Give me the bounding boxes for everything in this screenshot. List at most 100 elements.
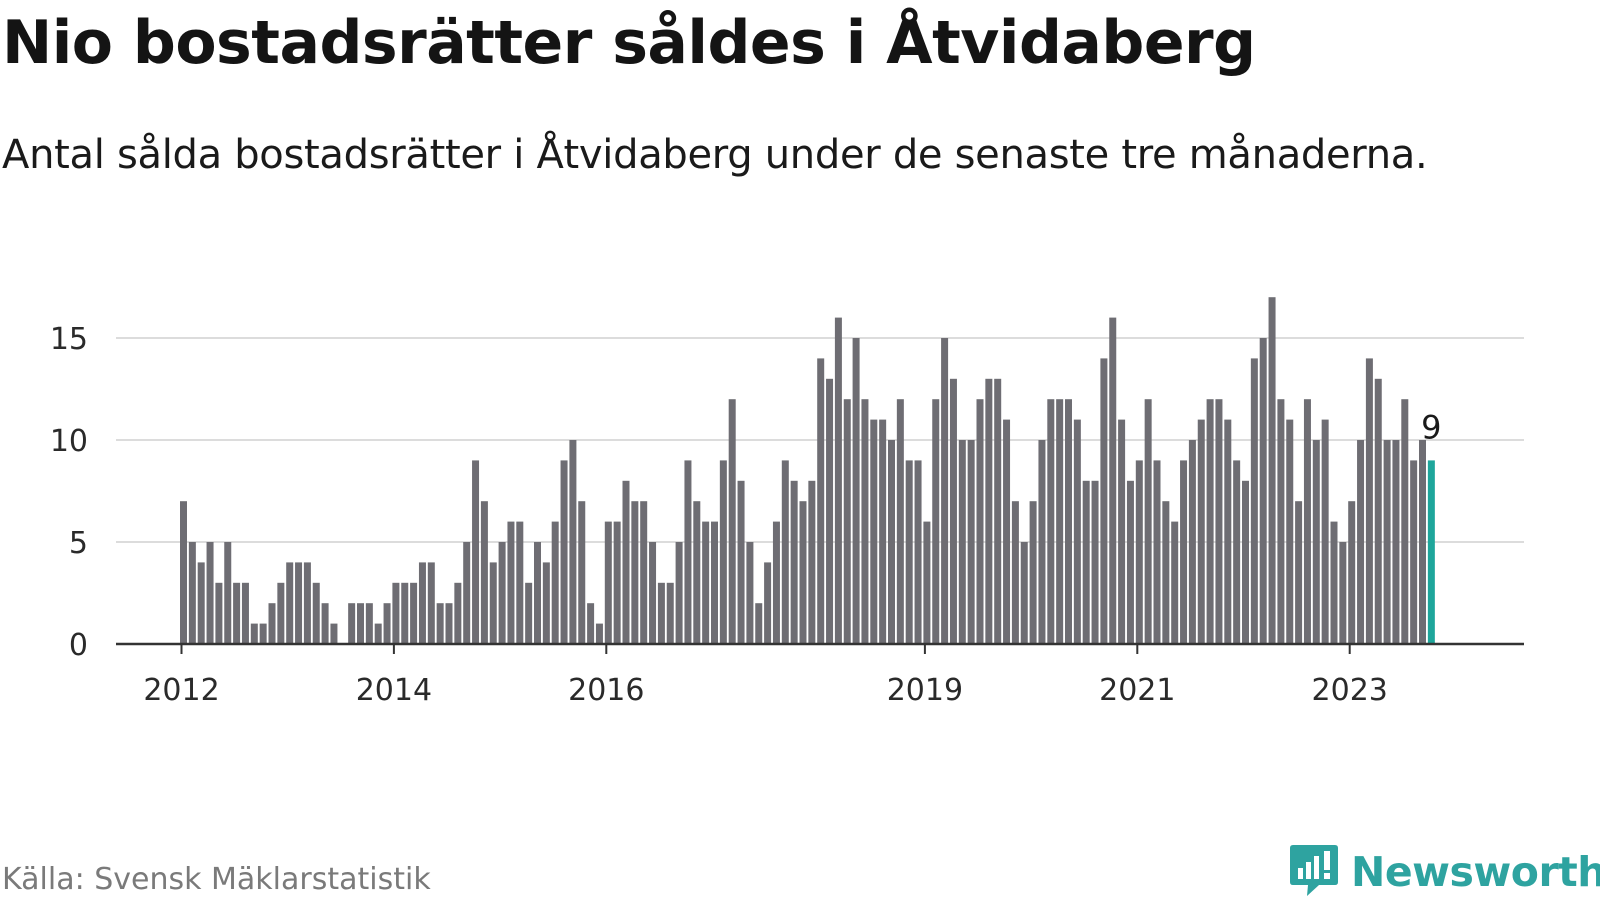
bar [303,562,311,644]
bar [401,582,409,644]
bar [1410,460,1418,644]
bar [1153,460,1161,644]
bar [1365,358,1373,644]
bar [640,501,648,644]
bar [206,542,214,644]
bar [1268,297,1276,644]
bar [472,460,480,644]
bar [321,603,329,644]
bar [976,399,984,644]
bar [1082,480,1090,644]
brand-name: Newsworthy [1351,848,1600,896]
bar [445,603,453,644]
bar [436,603,444,644]
x-tick-label: 2023 [1312,673,1388,708]
bar [879,419,887,644]
bar [1118,419,1126,644]
bar [595,623,603,644]
bar [427,562,435,644]
bar [941,338,949,644]
bar [1126,480,1134,644]
y-tick-label: 5 [69,526,88,561]
x-tick-label: 2019 [887,673,963,708]
y-tick-label: 0 [69,628,88,663]
x-tick-label: 2016 [568,673,644,708]
bar [1357,440,1365,644]
bar [613,521,621,644]
bar [1109,317,1117,644]
bar [1303,399,1311,644]
bar [1188,440,1196,644]
bar [286,562,294,644]
bar [1392,440,1400,644]
brand[interactable]: Newsworthy [1289,842,1600,902]
bar [1419,440,1426,644]
bar [1029,501,1037,644]
last-value-label: 9 [1421,408,1441,446]
bar [1180,460,1188,644]
bar [507,521,515,644]
bar [587,603,595,644]
bar [746,542,754,644]
bar [1135,460,1143,644]
bar [1065,399,1072,644]
bar [870,419,878,644]
bar [357,603,364,644]
bar [834,317,842,644]
bar [330,623,338,644]
bar [418,562,426,644]
bar [1215,399,1223,644]
bar [790,480,798,644]
bar [188,542,196,644]
chart-subtitle: Antal sålda bostadsrätter i Åtvidaberg u… [2,132,1428,178]
bar [233,582,241,644]
bar [312,582,320,644]
bar [1339,542,1347,644]
y-tick-label: 10 [50,424,88,459]
bar [551,521,559,644]
bar [542,562,550,644]
bar [949,378,957,644]
bar [268,603,276,644]
bar [516,521,524,644]
bar [578,501,586,644]
bar-chart: 0 5 10 15 2012 2014 2016 2019 2021 2023 9 [50,297,1524,708]
bar [365,603,373,644]
bar [1259,338,1267,644]
bars [180,297,1435,644]
bar [1374,378,1382,644]
bar [180,501,187,644]
bar [1242,480,1249,644]
bar-highlight [1427,460,1435,644]
bar [719,460,727,644]
bar [649,542,657,644]
bar [1286,419,1294,644]
bar [1206,399,1214,644]
bar [1100,358,1108,644]
bar [463,542,471,644]
bar [410,582,418,644]
bar [737,480,745,644]
bar [1197,419,1205,644]
bar [1047,399,1055,644]
bar [852,338,860,644]
bar [808,480,816,644]
bar [675,542,683,644]
x-tick-label: 2012 [143,673,219,708]
bar [799,501,807,644]
bar [348,603,356,644]
bar [1330,521,1338,644]
bar [1348,501,1356,644]
bar [631,501,639,644]
bar [888,440,895,644]
bar [728,399,736,644]
bar [295,562,303,644]
bar [525,582,533,644]
bar [843,399,851,644]
bar [861,399,869,644]
bar [1295,501,1303,644]
bar [383,603,391,644]
bar [826,378,834,644]
bar [1162,501,1170,644]
bar [534,542,541,644]
